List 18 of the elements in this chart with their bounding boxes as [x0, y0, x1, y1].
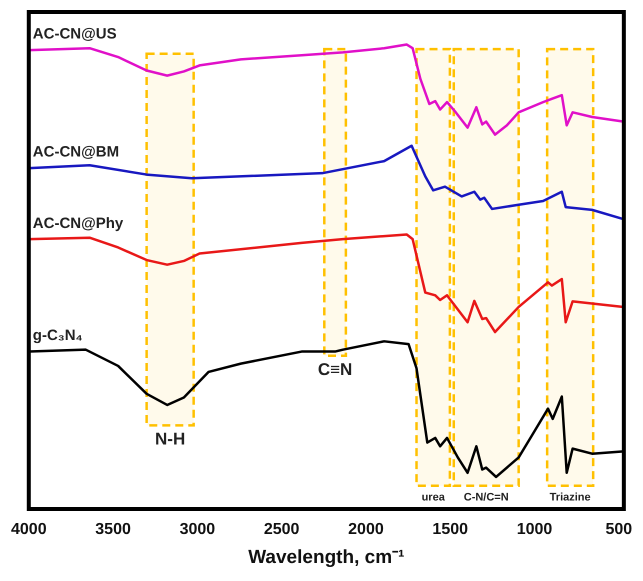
x-tick-label: 3500: [95, 521, 131, 538]
x-tick-label: 3000: [180, 521, 216, 538]
series-label: g-C₃N₄: [32, 327, 83, 344]
series-label: AC-CN@US: [32, 26, 117, 43]
x-tick-label: 1000: [516, 521, 552, 538]
x-axis-title: Wavelength, cm⁻¹: [248, 546, 404, 568]
x-tick-label: 1500: [432, 521, 468, 538]
x-tick-label: 4000: [11, 521, 47, 538]
series-label: AC-CN@BM: [32, 144, 120, 161]
x-tick-label: 500: [605, 521, 632, 538]
series-label: AC-CN@Phy: [32, 214, 124, 232]
band-label: C-N/C=N: [464, 491, 509, 504]
band-label: C≡N: [318, 360, 352, 379]
band-label: N-H: [155, 430, 186, 449]
band-label: urea: [422, 491, 446, 504]
x-tick-label: 2500: [264, 521, 300, 538]
band-label: Triazine: [550, 491, 591, 504]
x-tick-label: 2000: [348, 521, 384, 538]
